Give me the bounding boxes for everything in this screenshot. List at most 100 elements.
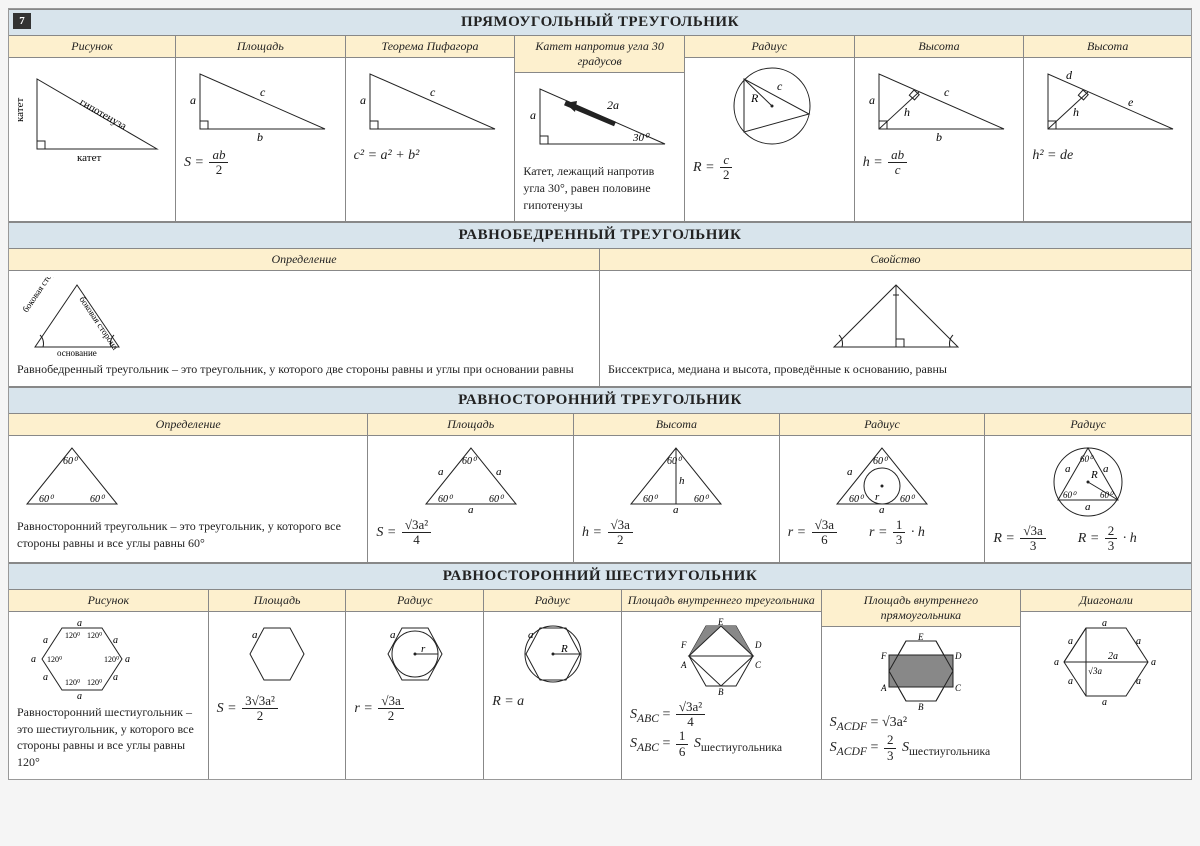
formula-equi-r1: r = √3a6 (788, 518, 839, 548)
svg-text:a: a (77, 618, 82, 629)
formula-hex-Sabc2: SABC = 16 Sшестиугольника (630, 729, 782, 759)
svg-text:a: a (1068, 676, 1073, 687)
section-title-equi: РАВНОСТОРОННИЙ ТРЕУГОЛЬНИК (9, 387, 1191, 414)
svg-text:h: h (679, 475, 685, 487)
formula-hex-Sacdf2: SACDF = 23 Sшестиугольника (830, 733, 991, 763)
iso-diagram: боковая сторона боковая сторона основани… (17, 277, 137, 357)
svg-text:R: R (560, 643, 568, 655)
svg-text:a: a (77, 691, 82, 700)
svg-text:a: a (1102, 697, 1107, 706)
svg-text:a: a (190, 93, 196, 107)
svg-text:B: B (718, 687, 724, 696)
rt-cell-height: Высота a b c h h = abc (855, 36, 1025, 221)
svg-text:A: A (880, 683, 887, 693)
equi-area-diagram: 60⁰ 60⁰ 60⁰ a a a (416, 442, 526, 514)
rt-cell-circumradius: Радиус c R R = c2 (685, 36, 855, 221)
svg-text:60⁰: 60⁰ (667, 456, 683, 467)
hex-diagram: a a a a a a 120⁰ 120⁰ 120⁰ 120⁰ 120⁰ 120… (17, 618, 147, 700)
svg-text:E: E (917, 633, 924, 642)
svg-text:d: d (1066, 68, 1073, 82)
hex-cell-inradius: Радиус a r r = √3a2 (346, 590, 484, 779)
svg-text:a: a (390, 629, 396, 641)
col-header: Высота (574, 414, 779, 436)
note-30deg: Катет, лежащий напротив угла 30°, равен … (523, 163, 676, 213)
triangle-ac-diagram: a c (355, 64, 505, 144)
iso-row: Определение боковая сторона боковая стор… (9, 249, 1191, 387)
equi-row: Определение 60⁰ 60⁰ 60⁰ Равносторонний т… (9, 414, 1191, 563)
svg-text:r: r (875, 491, 880, 503)
col-header: Определение (9, 414, 367, 436)
svg-text:60⁰: 60⁰ (873, 456, 889, 467)
svg-text:C: C (755, 660, 762, 670)
triangle-circum-diagram: c R (694, 64, 844, 149)
col-header: Высота (1024, 36, 1191, 58)
col-header: Площадь (209, 590, 346, 612)
svg-text:a: a (847, 466, 853, 478)
triangle-de-diagram: d e h (1033, 64, 1183, 144)
rt-cell-figure: Рисунок гипотенуза катет катет (9, 36, 176, 221)
hex-inner-rect-diagram: E D C B A F (861, 633, 981, 711)
svg-text:B: B (918, 702, 924, 711)
col-header: Радиус (780, 414, 985, 436)
svg-text:a: a (1151, 657, 1156, 668)
formula-hex-Sabc1: SABC = √3a²4 (630, 700, 707, 730)
svg-text:120⁰: 120⁰ (87, 678, 102, 687)
triangle-30-diagram: a 2a 30⁰ (525, 79, 675, 159)
svg-text:60⁰: 60⁰ (438, 494, 454, 505)
svg-text:a: a (1085, 501, 1091, 513)
equi-circumradius-diagram: 60⁰ 60⁰ 60⁰ R a a a (1033, 442, 1143, 520)
hex-inner-tri-diagram: E D C B A F (661, 618, 781, 696)
svg-text:a: a (360, 93, 366, 107)
formula-equi-r2: r = 13 · h (869, 518, 925, 548)
hex-diag-diagram: a a a a a a 2a √3a a a (1036, 618, 1176, 706)
svg-text:a: a (496, 466, 502, 478)
col-header: Площадь (176, 36, 345, 58)
svg-text:b: b (257, 130, 263, 144)
rt-cell-height-de: Высота d e h h² = de (1024, 36, 1191, 221)
svg-text:F: F (880, 651, 887, 661)
formula-hde: h² = de (1032, 148, 1073, 163)
svg-text:a: a (43, 635, 48, 646)
rt-cell-30deg: Катет напротив угла 30 градусов a 2a 30⁰… (515, 36, 685, 221)
equi-cell-height: Высота 60⁰ 60⁰ 60⁰ h a h = √3a2 (574, 414, 780, 562)
svg-text:катет: катет (17, 98, 26, 122)
iso-prop-diagram (816, 277, 976, 357)
svg-text:2a: 2a (607, 98, 619, 112)
svg-text:60⁰: 60⁰ (39, 494, 55, 505)
svg-text:гипотенуза: гипотенуза (78, 96, 129, 132)
col-header: Радиус (985, 414, 1191, 436)
svg-text:60⁰: 60⁰ (489, 494, 505, 505)
svg-text:боковая сторона: боковая сторона (20, 277, 63, 314)
col-header: Высота (855, 36, 1024, 58)
svg-text:120⁰: 120⁰ (65, 678, 80, 687)
section-title-hex: РАВНОСТОРОННИЙ ШЕСТИУГОЛЬНИК (9, 563, 1191, 590)
svg-text:60⁰: 60⁰ (900, 494, 916, 505)
svg-text:a: a (673, 504, 679, 514)
hex-cell-inner-rect: Площадь внутреннего прямоугольника E D C… (822, 590, 1022, 779)
svg-text:C: C (955, 683, 962, 693)
svg-text:60⁰: 60⁰ (849, 494, 865, 505)
svg-text:a: a (1136, 636, 1141, 647)
section-title-right-triangle: ПРЯМОУГОЛЬНЫЙ ТРЕУГОЛЬНИК (9, 9, 1191, 36)
svg-text:a: a (528, 629, 534, 641)
right-triangle-row: Рисунок гипотенуза катет катет Площадь a (9, 36, 1191, 222)
svg-text:r: r (421, 643, 426, 655)
formula-hex-R: R = a (492, 694, 524, 709)
svg-text:b: b (936, 130, 942, 144)
triangle-abc-diagram: a b c (185, 64, 335, 144)
svg-text:60⁰: 60⁰ (1063, 490, 1077, 500)
formula-equi-area: S = √3a²4 (376, 518, 433, 548)
svg-text:h: h (1073, 105, 1079, 119)
hex-cell-diagonals: Диагонали a a a a a a 2a √3a a a (1021, 590, 1191, 779)
equi-cell-def: Определение 60⁰ 60⁰ 60⁰ Равносторонний т… (9, 414, 368, 562)
svg-text:a: a (113, 635, 118, 646)
svg-text:F: F (680, 640, 687, 650)
svg-text:c: c (777, 79, 783, 93)
svg-text:a: a (1054, 657, 1059, 668)
right-triangle-diagram: гипотенуза катет катет (17, 64, 167, 164)
hex-cell-inner-triangle: Площадь внутреннего треугольника E D C B (622, 590, 822, 779)
col-header: Теорема Пифагора (346, 36, 515, 58)
svg-text:a: a (1102, 618, 1107, 629)
equi-cell-inradius: Радиус 60⁰ 60⁰ 60⁰ r a a r = √3a6 (780, 414, 986, 562)
formula-equi-h: h = √3a2 (582, 518, 635, 548)
